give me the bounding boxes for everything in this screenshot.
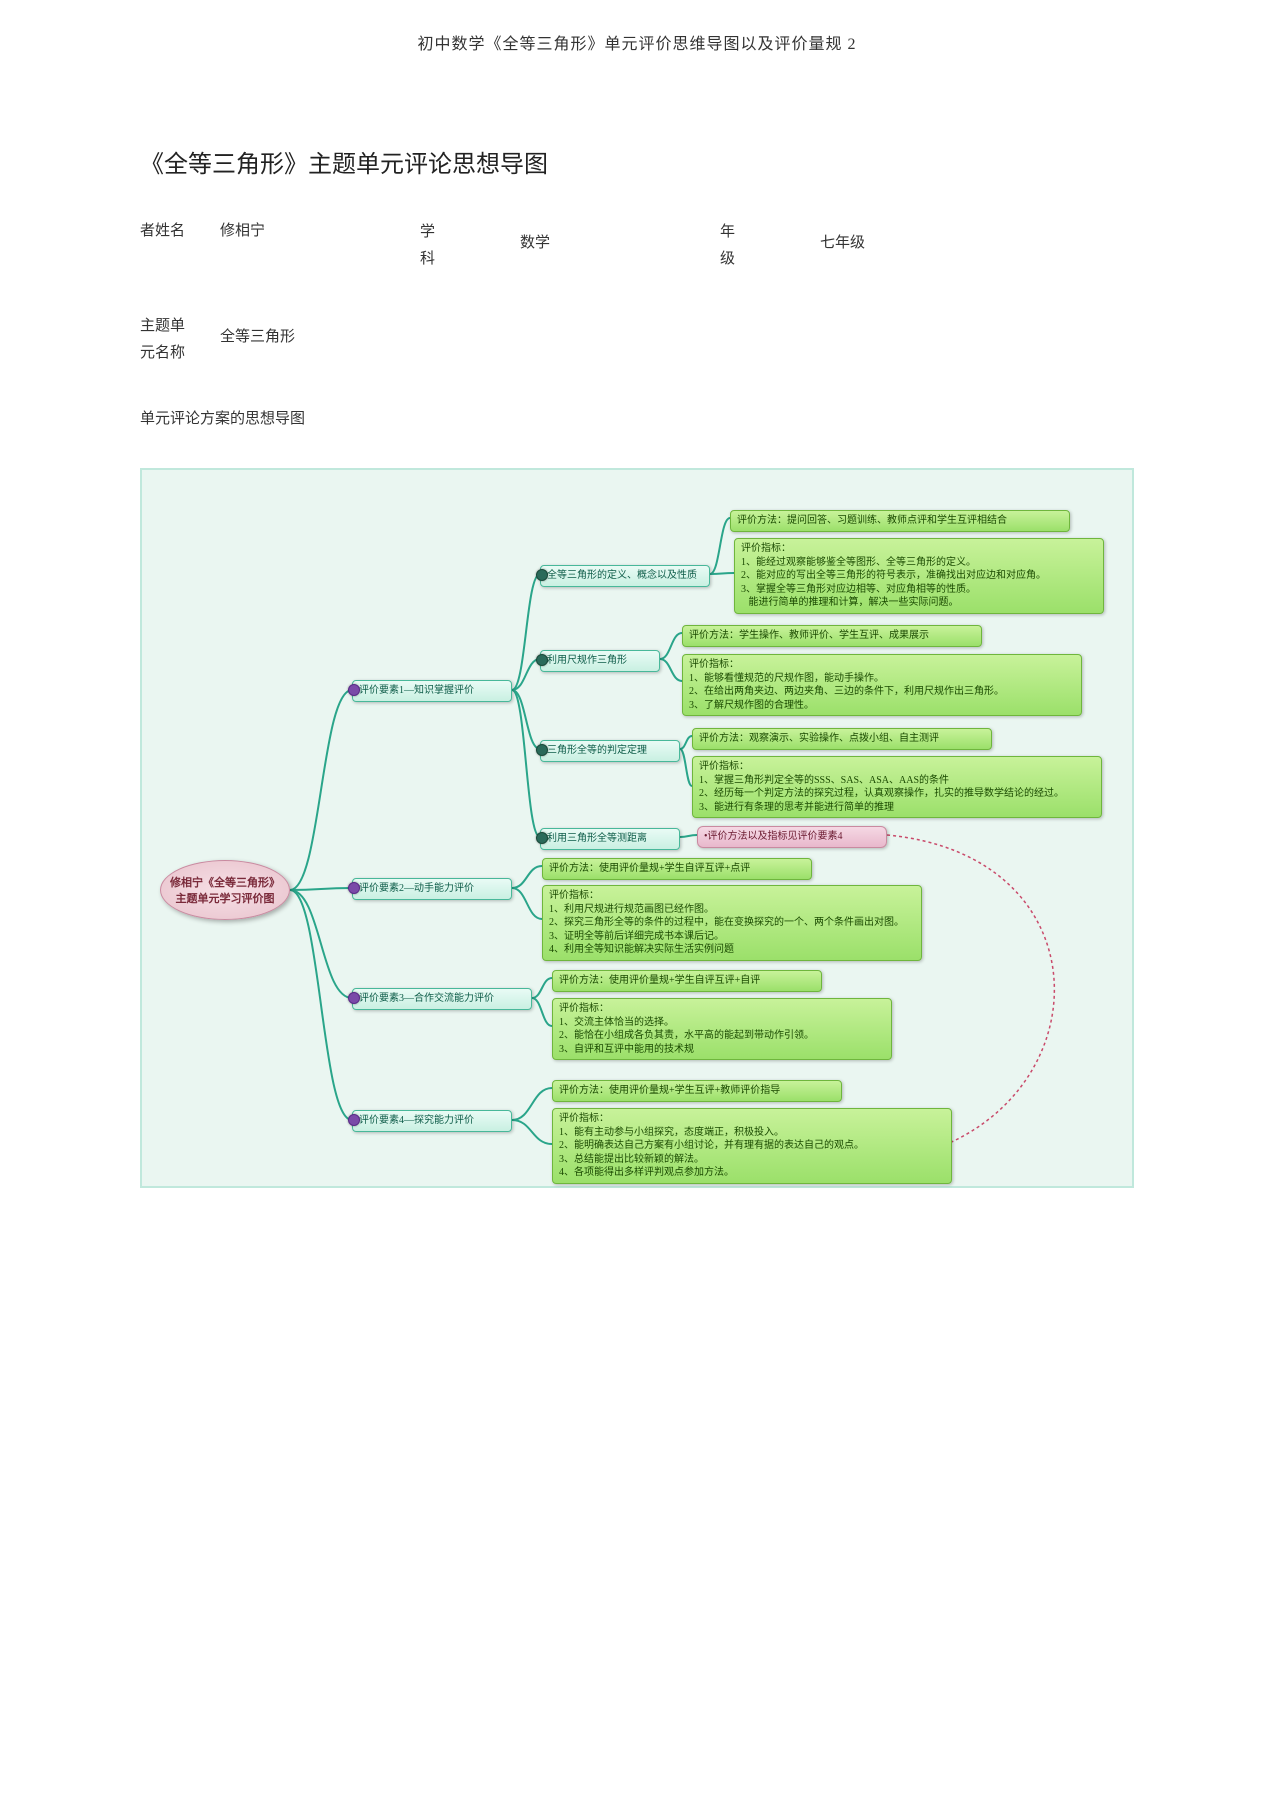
branch-2-leaf-1: 评价方法：使用评价量规+学生自评互评+点评 xyxy=(542,858,812,880)
branch-3-leaf-2: 评价指标： 1、交流主体恰当的选择。 2、能恰在小组成各负其责，水平高的能起到带… xyxy=(552,998,892,1060)
branch-1-sub-2: 利用尺规作三角形 xyxy=(540,650,660,672)
grade-label-bottom: 级 xyxy=(720,246,760,273)
branch-1-sub-3-leaf-1: 评价方法：观察演示、实验操作、点拨小组、自主测评 xyxy=(692,728,992,750)
branch-3: 评价要素3—合作交流能力评价 xyxy=(352,988,532,1010)
info-row-1: 者姓名 修相宁 学 科 数学 年 级 七年级 xyxy=(140,219,1134,273)
branch-4-leaf-2: 评价指标： 1、能有主动参与小组探究，态度端正，积极投入。 2、能明确表达自己方… xyxy=(552,1108,952,1184)
doc-title: 《全等三角形》主题单元评论思想导图 xyxy=(140,144,1134,179)
mindmap-container: 修相宁《全等三角形》 主题单元学习评价图 评价要素1—知识掌握评价 全等三角形的定义… xyxy=(140,468,1134,1188)
branch-1-sub-1: 全等三角形的定义、概念以及性质 xyxy=(540,565,710,587)
subject-value: 数学 xyxy=(520,219,640,252)
mindmap-root: 修相宁《全等三角形》 主题单元学习评价图 xyxy=(160,860,290,920)
branch-1-sub-1-leaf-2: 评价指标： 1、能经过观察能够鉴全等图形、全等三角形的定义。 2、能对应的写出全… xyxy=(734,538,1104,614)
branch-4-leaf-1: 评价方法：使用评价量规+学生互评+教师评价指导 xyxy=(552,1080,842,1102)
branch-1-sub-4: 利用三角形全等测距离 xyxy=(540,828,680,850)
subject-label-bottom: 科 xyxy=(420,246,460,273)
unit-label-top: 主题单 xyxy=(140,313,220,340)
branch-1-sub-1-leaf-1: 评价方法：提问回答、习题训练、教师点评和学生互评相结合 xyxy=(730,510,1070,532)
name-label: 者姓名 xyxy=(140,219,220,240)
grade-value: 七年级 xyxy=(820,219,865,252)
unit-label-bottom: 元名称 xyxy=(140,340,220,367)
branch-2-leaf-2: 评价指标： 1、利用尺规进行规范画图已经作图。 2、探究三角形全等的条件的过程中… xyxy=(542,885,922,961)
info-row-2: 主题单 元名称 全等三角形 xyxy=(140,313,1134,367)
branch-3-leaf-1: 评价方法：使用评价量规+学生自评互评+自评 xyxy=(552,970,822,992)
subject-label-top: 学 xyxy=(420,219,460,246)
branch-1-sub-2-leaf-1: 评价方法：学生操作、教师评价、学生互评、成果展示 xyxy=(682,625,982,647)
branch-1-sub-4-leaf-1: •评价方法以及指标见评价要素4 xyxy=(697,826,887,848)
branch-1-sub-2-leaf-2: 评价指标： 1、能够看懂规范的尺规作图，能动手操作。 2、在给出两角夹边、两边夹… xyxy=(682,654,1082,716)
branch-2: 评价要素2—动手能力评价 xyxy=(352,878,512,900)
branch-1-sub-3: 三角形全等的判定定理 xyxy=(540,740,680,762)
section-label: 单元评论方案的思想导图 xyxy=(140,407,1134,428)
name-value: 修相宁 xyxy=(220,219,340,240)
branch-4: 评价要素4—探究能力评价 xyxy=(352,1110,512,1132)
branch-1: 评价要素1—知识掌握评价 xyxy=(352,680,512,702)
grade-label-top: 年 xyxy=(720,219,760,246)
unit-value: 全等三角形 xyxy=(220,313,295,346)
doc-header: 初中数学《全等三角形》单元评价思维导图以及评价量规 2 xyxy=(140,30,1134,54)
branch-1-sub-3-leaf-2: 评价指标： 1、掌握三角形判定全等的SSS、SAS、ASA、AAS的条件 2、经… xyxy=(692,756,1102,818)
